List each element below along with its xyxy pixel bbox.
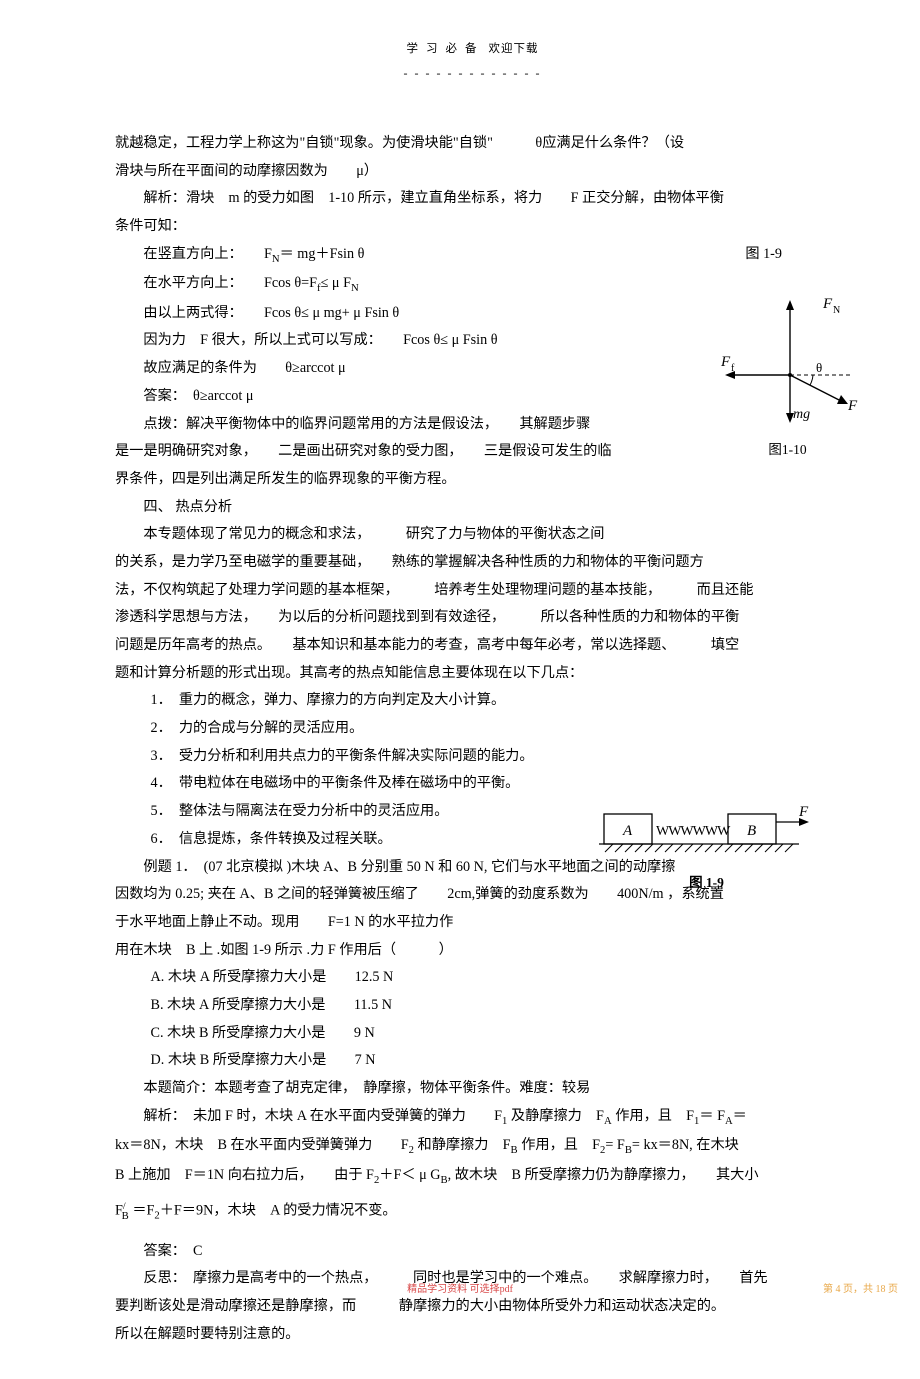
text-line: 就越稳定，工程力学上称这为"自锁"现象。为使滑块能"自锁" θ应满足什么条件？（…	[115, 130, 830, 158]
figure-1-9: A WWWWWW B F	[599, 806, 814, 896]
text-line: 渗透科学思想与方法， 为以后的分析问题找到到有效途径， 所以各种性质的力和物体的…	[115, 604, 830, 632]
text-line: 四、 热点分析	[115, 494, 830, 522]
list-item: 2． 力的合成与分解的灵活应用。	[115, 715, 830, 743]
text-line: 所以在解题时要特别注意的。	[115, 1321, 830, 1349]
svg-text:F: F	[847, 398, 858, 414]
text-line: 滑块与所在平面间的动摩擦因数为 μ）	[115, 158, 830, 186]
text-line: 本题简介：本题考查了胡克定律， 静摩擦，物体平衡条件。难度：较易	[115, 1075, 830, 1103]
figure-1-10-caption: 图1-10	[715, 437, 860, 463]
text-line: 法，不仅构筑起了处理力学问题的基本框架， 培养考生处理物理问题的基本技能， 而且…	[115, 577, 830, 605]
text-line: kx＝8N，木块 B 在水平面内受弹簧弹力 F2 和静摩擦力 FB 作用，且 F…	[115, 1132, 830, 1162]
text-line: 条件可知：	[115, 213, 830, 241]
text-line: 问题是历年高考的热点。 基本知识和基本能力的考查，高考中每年必考，常以选择题、 …	[115, 632, 830, 660]
list-item: 3． 受力分析和利用共点力的平衡条件解决实际问题的能力。	[115, 743, 830, 771]
body-content: F N F f F θ mg	[115, 130, 830, 1349]
svg-text:mg: mg	[793, 407, 810, 422]
svg-text:WWWWWW: WWWWWW	[656, 824, 731, 839]
header-right: 欢迎下载	[489, 43, 539, 55]
text-line: 的关系，是力学乃至电磁学的重要基础， 熟练的掌握解决各种性质的力和物体的平衡问题…	[115, 549, 830, 577]
option-c: C. 木块 B 所受摩擦力大小是 9 N	[115, 1020, 830, 1048]
text-line: 答案： C	[115, 1238, 830, 1266]
text-line: 题和计算分析题的形式出现。其高考的热点知能信息主要体现在以下几点：	[115, 660, 830, 688]
text-line: 界条件，四是列出满足所发生的临界现象的平衡方程。	[115, 466, 830, 494]
svg-text:F: F	[720, 354, 731, 370]
list-item: 1． 重力的概念，弹力、摩擦力的方向判定及大小计算。	[115, 687, 830, 715]
option-a: A. 木块 A 所受摩擦力大小是 12.5 N	[115, 964, 830, 992]
option-d: D. 木块 B 所受摩擦力大小是 7 N	[115, 1047, 830, 1075]
text-line: 于水平地面上静止不动。现用 F=1 N 的水平拉力作	[115, 909, 830, 937]
text-line: 要判断该处是滑动摩擦还是静摩擦，而 静摩擦力的大小由物体所受外力和运动状态决定的…	[115, 1293, 830, 1321]
svg-text:A: A	[622, 823, 633, 839]
figure-1-9-caption: 图 1-9	[599, 870, 814, 896]
option-b: B. 木块 A 所受摩擦力大小是 11.5 N	[115, 992, 830, 1020]
text-line: B 上施加 F＝1N 向右拉力后， 由于 F2＋F＜ μ GB, 故木块 B 所…	[115, 1162, 830, 1192]
text-line: F/B ＝F2＋F＝9N，木块 A 的受力情况不变。	[115, 1197, 830, 1227]
svg-text:F: F	[798, 806, 809, 820]
header-left: 学习必备	[407, 43, 485, 55]
svg-text:θ: θ	[816, 360, 822, 375]
text-line: 解析： 未加 F 时，木块 A 在水平面内受弹簧的弹力 F1 及静摩擦力 FA …	[115, 1103, 830, 1133]
figure-1-10: F N F f F θ mg	[715, 290, 860, 463]
inline-fig-ref: 图 1-9	[745, 241, 782, 269]
text-line: 在竖直方向上： FN＝ mg＋Fsin θ图 1-9	[115, 241, 830, 271]
svg-text:F: F	[822, 296, 833, 312]
svg-text:N: N	[833, 305, 840, 316]
footer-center: 精品学习资料 可选择pdf	[0, 1280, 920, 1295]
header-dashes: - - - - - - - - - - - - -	[115, 62, 830, 85]
list-item: 4． 带电粒体在电磁场中的平衡条件及棒在磁场中的平衡。	[115, 770, 830, 798]
text-line: 用在木块 B 上 .如图 1-9 所示 .力 F 作用后（ ）	[115, 937, 830, 965]
svg-text:B: B	[747, 823, 756, 839]
footer-page-number: 第 4 页，共 18 页	[823, 1280, 898, 1295]
text-line: 解析：滑块 m 的受力如图 1-10 所示，建立直角坐标系，将力 F 正交分解，…	[115, 185, 830, 213]
text-line: 本专题体现了常见力的概念和求法， 研究了力与物体的平衡状态之间	[115, 521, 830, 549]
page-header: 学习必备欢迎下载	[115, 38, 830, 60]
